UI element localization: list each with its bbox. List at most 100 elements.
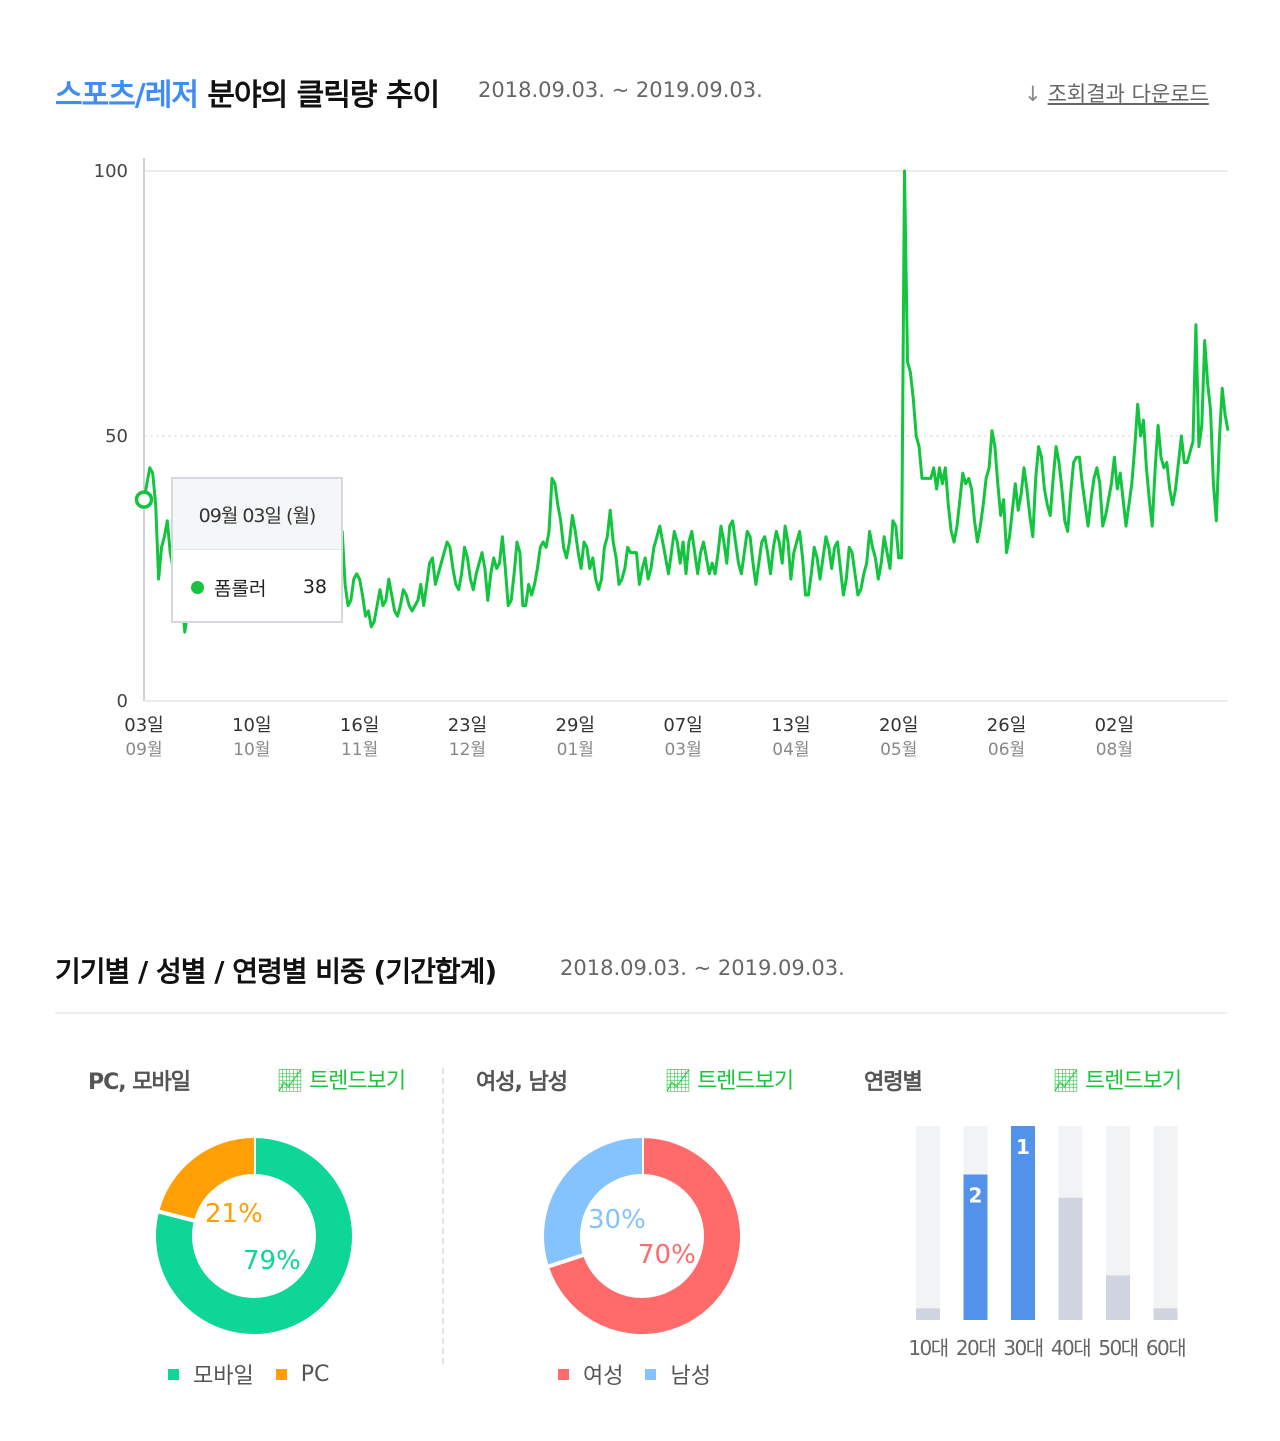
x-tick-month: 03월 <box>664 740 701 760</box>
gender-trend-button[interactable]: 📈︎ 트렌드보기 <box>664 1063 794 1095</box>
mobile-swatch <box>168 1368 179 1380</box>
age-bar-20대 <box>963 1174 988 1320</box>
x-tick-day: 26일 <box>987 715 1026 736</box>
x-tick-day: 13일 <box>771 715 810 736</box>
trend-button-label: 트렌드보기 <box>308 1069 406 1094</box>
donut-slice <box>156 1138 352 1334</box>
chart-axes <box>143 158 1228 702</box>
gender-donut-slices <box>544 1137 740 1334</box>
male-swatch <box>645 1368 657 1380</box>
x-tick-month: 11월 <box>341 740 378 760</box>
age-bars-group: 21 <box>916 1126 1178 1320</box>
age-label: 30대 <box>1003 1336 1044 1360</box>
age-trend-button[interactable]: 📈︎ 트렌드보기 <box>1052 1063 1182 1095</box>
age-label: 40대 <box>1050 1336 1092 1360</box>
legend-male-label: 남성 <box>670 1364 711 1389</box>
age-bar-chart: 21 <box>916 1126 1178 1320</box>
donut-slice <box>544 1138 643 1267</box>
age-label: 20대 <box>955 1336 997 1360</box>
category-name: 스포츠/레저 <box>55 78 199 113</box>
female-percent-label: 70% <box>638 1240 696 1270</box>
x-tick-day: 16일 <box>340 715 379 736</box>
y-tick-label: 100 <box>94 161 128 182</box>
y-tick-label: 0 <box>117 691 128 712</box>
age-bar-10대 <box>916 1308 940 1320</box>
slice-separator <box>547 1252 585 1269</box>
trend-button-label: 트렌드보기 <box>696 1069 794 1094</box>
x-tick-day: 29일 <box>556 715 595 736</box>
age-rank-badge: 2 <box>969 1184 983 1208</box>
age-bar-track <box>1153 1126 1178 1320</box>
x-tick-day: 03일 <box>124 715 163 736</box>
male-percent-label: 30% <box>588 1205 646 1235</box>
device-panel-title: PC, 모바일 <box>88 1070 191 1095</box>
legend-male: 남성 <box>645 1358 711 1390</box>
mobile-percent-label: 79% <box>243 1246 301 1276</box>
x-tick-month: 09월 <box>125 740 162 760</box>
x-tick-month: 05월 <box>880 740 917 760</box>
x-tick-month: 06월 <box>988 740 1025 760</box>
series-dot-icon <box>191 580 204 594</box>
gender-donut-chart <box>544 1137 740 1334</box>
age-label: 60대 <box>1145 1336 1187 1360</box>
age-label: 10대 <box>908 1336 949 1360</box>
download-arrow-icon: ↓ <box>1024 82 1042 106</box>
device-donut-chart <box>156 1137 352 1334</box>
section-divider <box>55 1012 1227 1014</box>
tooltip-value: 38 <box>302 576 327 598</box>
download-results-link[interactable]: ↓ 조회결과 다운로드 <box>1024 78 1209 108</box>
legend-female: 여성 <box>558 1358 623 1390</box>
pc-swatch <box>275 1368 287 1380</box>
trend-chart-icon: 📈︎ <box>664 1069 692 1094</box>
age-rank-badge: 1 <box>1016 1135 1030 1159</box>
trend-period: 2018.09.03. ~ 2019.09.03. <box>478 78 763 102</box>
x-tick-day: 20일 <box>879 715 918 736</box>
title-suffix: 분야의 클릭량 추이 <box>197 78 440 113</box>
x-tick-month: 01월 <box>557 740 594 760</box>
age-bar-60대 <box>1153 1308 1178 1320</box>
y-axis-ticks: 0 50 100 <box>94 161 128 712</box>
slice-separator <box>157 1209 196 1223</box>
legend-mobile-label: 모바일 <box>193 1364 254 1389</box>
x-tick-day: 02일 <box>1095 715 1134 736</box>
x-tick-day: 07일 <box>663 715 702 736</box>
age-panel-title: 연령별 <box>864 1070 923 1095</box>
donut-slice <box>159 1138 255 1222</box>
gender-legend: 여성 남성 <box>558 1358 733 1390</box>
legend-pc: PC <box>275 1361 330 1387</box>
gender-panel-title: 여성, 남성 <box>476 1070 568 1095</box>
trend-button-label: 트렌드보기 <box>1084 1069 1182 1094</box>
ratio-period: 2018.09.03. ~ 2019.09.03. <box>560 956 845 980</box>
tooltip-series-name: 폼롤러 <box>214 577 267 600</box>
trend-chart-title: 스포츠/레저 분야의 클릭량 추이 <box>55 70 440 114</box>
highlight-point <box>134 490 154 509</box>
x-tick-day: 10일 <box>232 715 271 736</box>
legend-female-label: 여성 <box>583 1364 624 1389</box>
chart-grid <box>144 170 1228 437</box>
x-tick-month: 04월 <box>772 740 809 760</box>
device-legend: 모바일 PC <box>168 1358 351 1390</box>
x-tick-month: 08월 <box>1096 740 1133 760</box>
donut-slice <box>548 1138 740 1334</box>
chart-tooltip: 09월 03일 (월) 폼롤러 38 <box>171 477 343 623</box>
legend-mobile: 모바일 <box>168 1358 254 1390</box>
trend-line-chart: 0 50 100 03일 09월 10일 10월 16일 11월 23일 12월 29일 01월 07일… <box>94 158 1230 760</box>
age-axis-labels: 10대 20대 30대 40대 50대 60대 <box>900 1332 1200 1362</box>
age-bar-30대 <box>1011 1126 1035 1320</box>
x-tick-month: 12월 <box>449 740 486 760</box>
trend-chart-icon: 📈︎ <box>276 1069 304 1094</box>
ratio-section-title: 기기별 / 성별 / 연령별 비중 (기간합계) <box>55 955 497 988</box>
y-tick-label: 50 <box>105 426 128 447</box>
age-label: 50대 <box>1098 1336 1139 1360</box>
female-swatch <box>558 1368 569 1380</box>
download-label: 조회결과 다운로드 <box>1047 82 1209 106</box>
tooltip-date: 09월 03일 (월) <box>173 479 341 550</box>
age-bar-40대 <box>1058 1197 1083 1320</box>
device-trend-button[interactable]: 📈︎ 트렌드보기 <box>276 1063 406 1095</box>
age-bar-track <box>916 1126 940 1320</box>
pc-percent-label: 21% <box>205 1199 263 1229</box>
panel-divider <box>442 1068 444 1364</box>
x-tick-day: 23일 <box>448 715 487 736</box>
tooltip-row: 폼롤러 38 <box>173 550 341 624</box>
legend-pc-label: PC <box>300 1361 330 1387</box>
